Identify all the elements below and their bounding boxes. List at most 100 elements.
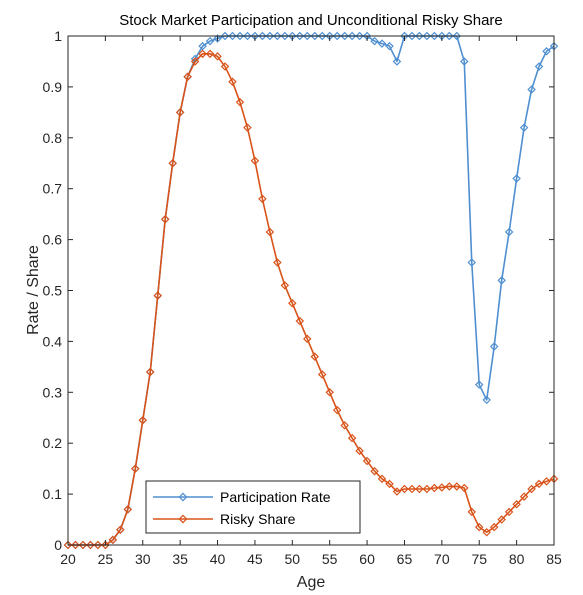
data-point (512, 174, 521, 183)
y-tick-label: 0.2 (43, 435, 63, 451)
data-point (377, 474, 387, 484)
data-point (243, 31, 252, 41)
data-point (430, 31, 439, 41)
data-point (332, 405, 342, 415)
data-point (123, 505, 133, 514)
data-point (482, 528, 491, 537)
x-tick-label: 35 (172, 551, 188, 567)
legend-marker-risky (178, 514, 188, 524)
data-point (489, 342, 499, 351)
data-point (303, 334, 312, 344)
y-tick-label: 0.6 (43, 232, 63, 248)
data-point (220, 31, 230, 41)
data-point (385, 479, 394, 489)
y-axis-label: Rate / Share (25, 245, 42, 335)
data-point (489, 522, 499, 532)
data-point (527, 484, 536, 494)
data-point (385, 41, 394, 51)
y-tick-label: 0.4 (43, 333, 63, 349)
y-tick-label: 0.3 (43, 384, 63, 400)
x-tick-label: 60 (359, 551, 375, 567)
data-point (407, 31, 417, 41)
data-point (400, 484, 409, 494)
data-point (340, 421, 349, 430)
data-point (332, 31, 342, 41)
data-point (168, 159, 177, 168)
data-point (474, 522, 484, 532)
data-point (452, 482, 462, 491)
data-point (71, 540, 80, 550)
data-point (213, 34, 222, 43)
data-point (392, 57, 402, 66)
data-point (243, 123, 252, 132)
x-tick-label: 25 (98, 551, 114, 567)
data-point (519, 123, 529, 132)
data-point (228, 31, 237, 41)
data-point (235, 31, 245, 41)
data-point (310, 31, 319, 41)
data-point (355, 31, 364, 41)
data-point (228, 77, 237, 87)
data-point (340, 31, 349, 41)
y-tick-label: 0 (54, 537, 62, 553)
data-point (534, 479, 544, 489)
x-axis-label: Age (297, 574, 326, 591)
data-point (370, 36, 379, 46)
data-point (288, 298, 297, 308)
data-point (108, 535, 118, 545)
data-point (460, 483, 469, 493)
y-tick-label: 0.7 (43, 181, 63, 197)
data-point (542, 47, 551, 56)
data-point (310, 352, 319, 361)
data-point (93, 540, 103, 550)
data-point (370, 466, 379, 476)
data-point (512, 500, 521, 509)
x-tick-label: 40 (210, 551, 226, 567)
data-point (295, 31, 305, 41)
data-point (347, 31, 357, 41)
legend-label-risky: Risky Share (220, 511, 296, 527)
x-tick-label: 75 (471, 551, 487, 567)
x-tick-layer: 20 25 30 35 40 45 50 55 60 65 70 75 80 85 (60, 36, 562, 567)
data-point (101, 540, 110, 550)
data-point (265, 31, 275, 41)
data-point (160, 214, 170, 224)
plot-area (68, 36, 554, 545)
data-point (422, 31, 432, 41)
data-point (534, 62, 544, 71)
y-tick-label: 0.1 (43, 486, 63, 502)
data-point (131, 464, 140, 473)
data-point (78, 540, 88, 550)
y-tick-label: 0.8 (43, 130, 63, 146)
data-point (474, 380, 484, 389)
data-point (519, 492, 529, 501)
data-point (325, 388, 334, 397)
y-tick-label: 0.9 (43, 79, 63, 95)
x-tick-label: 50 (285, 551, 301, 567)
data-point (303, 31, 312, 41)
data-point (153, 291, 162, 300)
data-point (317, 31, 327, 41)
data-point (116, 525, 125, 534)
x-tick-label: 65 (397, 551, 413, 567)
data-point (497, 276, 506, 285)
data-point (415, 484, 424, 494)
data-point (445, 482, 454, 491)
data-point (460, 57, 469, 66)
data-point (317, 370, 327, 379)
data-point (198, 49, 207, 59)
data-point (445, 31, 454, 41)
y-tick-label: 0.5 (43, 283, 63, 299)
legend-label-participation: Participation Rate (220, 489, 331, 505)
y-tick-layer: 0 0.1 0.2 0.3 0.4 0.5 0.6 0.7 0.8 0.9 1 (43, 28, 554, 553)
data-point (258, 31, 267, 41)
series-risky-share (63, 49, 559, 550)
legend-box (145, 480, 361, 534)
data-point (145, 367, 155, 377)
data-point (437, 483, 447, 492)
x-tick-label: 45 (247, 551, 263, 567)
legend: Participation Rate Risky Share (145, 480, 361, 534)
x-tick-label: 30 (135, 551, 151, 567)
data-point (392, 487, 402, 496)
